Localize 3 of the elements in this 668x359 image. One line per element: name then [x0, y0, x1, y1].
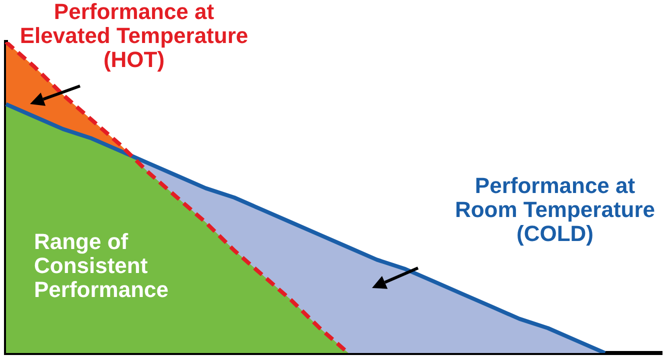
annotation: Range of Consistent Performance	[34, 229, 170, 302]
series-label: Performance at Room Temperature (COLD)	[454, 173, 656, 246]
series-label: Performance at Elevated Temperature (HOT)	[18, 0, 250, 72]
